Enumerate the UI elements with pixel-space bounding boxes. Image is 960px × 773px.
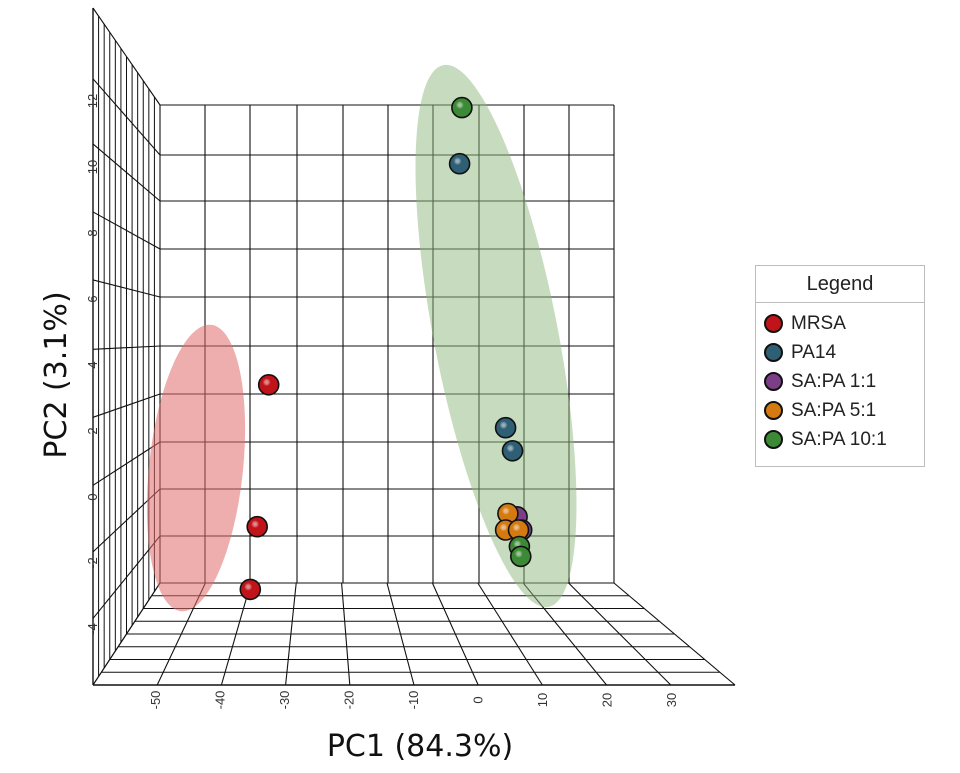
x-tick-label: -40 [213,691,228,710]
y-tick-label: 6 [85,295,100,302]
x-tick-label: -30 [277,691,292,710]
y-tick-labels: -4 -2 0 2 4 6 8 10 12 [85,94,100,635]
legend-swatch [764,372,783,391]
legend-entry: PA14 [756,338,924,367]
x-tick-label: 10 [535,693,550,707]
y-tick-label: 2 [85,427,100,434]
x-tick-label: 30 [664,693,679,707]
legend: Legend MRSA PA14 SA:PA 1:1 SA:PA 5:1 SA:PA 1… [755,265,925,467]
legend-entry: SA:PA 10:1 [756,425,924,454]
legend-entry: MRSA [756,309,924,338]
x-tick-label: -20 [342,691,357,710]
legend-title: Legend [756,266,924,303]
data-point-shade [451,155,469,173]
y-tick-label: -4 [85,623,100,635]
cluster-ellipse-pa [415,64,577,608]
data-points [239,96,533,601]
side-grid-line [92,535,161,619]
data-point-shade [248,518,266,536]
x-axis-title: PC1 (84.3%) [327,729,513,764]
side-grid-line [92,78,161,156]
side-grid-line [92,143,161,202]
legend-swatch [764,401,783,420]
legend-entries: MRSA PA14 SA:PA 1:1 SA:PA 5:1 SA:PA 10:1 [756,309,924,454]
legend-entry: SA:PA 1:1 [756,367,924,396]
y-tick-label: 4 [85,361,100,368]
x-tick-label: 0 [471,696,486,703]
y-tick-label: 8 [85,229,100,236]
legend-label: SA:PA 1:1 [791,370,877,392]
legend-label: SA:PA 5:1 [791,399,877,421]
legend-label: SA:PA 10:1 [791,428,887,450]
cluster-ellipse-mrsa [146,324,246,612]
y-tick-label: 12 [85,94,100,108]
data-point-shade [503,442,522,460]
y-tick-label: -2 [85,557,100,569]
x-tick-label: 20 [600,693,615,707]
legend-label: PA14 [791,341,837,363]
y-tick-label: 10 [85,160,100,174]
y-tick-label: 0 [85,493,100,500]
legend-swatch [764,314,783,333]
data-point-shade [241,580,259,599]
x-tick-label: -50 [148,691,163,710]
side-grid-line [92,393,161,418]
x-tick-labels: -50 -40 -30 -20 -10 0 10 20 30 [148,691,679,710]
data-point-shade [509,521,528,539]
legend-label: MRSA [791,312,846,334]
legend-entry: SA:PA 5:1 [756,396,924,425]
legend-swatch [764,343,783,362]
data-point-shade [260,376,278,394]
side-grid-line [92,279,161,298]
y-axis-title: PC2 (3.1%) [39,291,74,458]
side-grid-line [92,7,161,106]
data-point-shade [512,547,530,566]
side-grid-line [92,345,161,350]
data-point-shade [499,504,517,523]
cluster-ellipses [146,64,577,612]
side-grid-line [92,211,161,250]
data-point-shade [497,419,515,437]
data-point-shade [453,99,471,117]
side-grid-line [92,441,161,486]
legend-swatch [764,430,783,449]
grid-lines [92,7,736,686]
x-tick-label: -10 [406,691,421,710]
